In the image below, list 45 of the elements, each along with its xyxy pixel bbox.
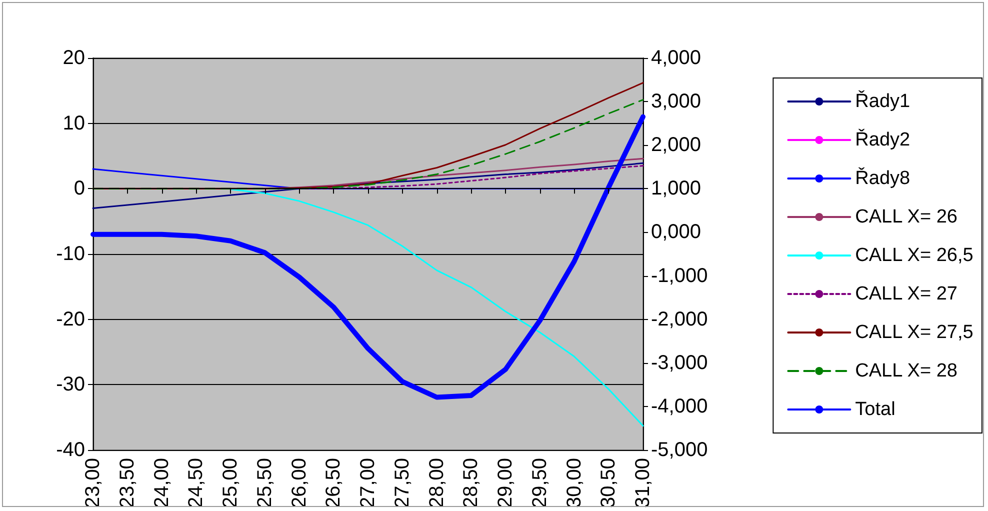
y-tick-label: 0 <box>74 178 85 200</box>
line-series <box>298 165 644 190</box>
x-tick-label: 23,50 <box>116 458 138 508</box>
legend-label: Total <box>855 399 896 420</box>
x-tick-label: 24,50 <box>185 458 208 508</box>
legend-label: CALL X= 26,5 <box>855 245 974 266</box>
line-series <box>230 188 644 427</box>
y2-tick-label: 2,000 <box>651 134 702 156</box>
y2-tick-label: 4,000 <box>651 47 702 69</box>
y-tick-label: -30 <box>56 374 85 396</box>
y2-tick-label: -3,000 <box>651 352 708 374</box>
y2-tick-label: -2,000 <box>651 308 708 330</box>
x-tick-label: 31,00 <box>632 458 654 508</box>
y2-tick-label: -1,000 <box>651 264 708 287</box>
x-tick-label: 26,50 <box>322 458 345 508</box>
y2-tick-label: 1,000 <box>651 178 702 200</box>
y-tick-label: 20 <box>62 47 85 69</box>
y-tick-label: -40 <box>56 438 85 461</box>
x-tick-label: 29,50 <box>528 458 551 508</box>
legend-label: Řady8 <box>855 167 910 189</box>
x-tick-label: 30,50 <box>598 458 620 508</box>
legend-label: CALL X= 28 <box>855 360 958 382</box>
legend-label: CALL X= 27,5 <box>855 322 974 343</box>
legend-label: CALL X= 26 <box>855 206 958 228</box>
legend-label: Řady1 <box>855 90 910 112</box>
y2-tick-label: -4,000 <box>651 395 708 418</box>
x-tick-label: 27,00 <box>357 458 379 508</box>
y2-tick-label: 3,000 <box>651 90 702 113</box>
x-tick-label: 25,50 <box>254 458 276 508</box>
y2-tick-label: -5,000 <box>651 438 708 461</box>
x-tick-label: 28,50 <box>460 458 482 508</box>
x-tick-label: 26,00 <box>288 458 310 508</box>
y2-tick-label: 0,000 <box>651 221 702 244</box>
y-tick-label: 10 <box>62 112 85 134</box>
x-tick-label: 24,00 <box>150 458 173 508</box>
x-tick-label: 29,00 <box>494 458 516 508</box>
legend-label: Řady2 <box>855 128 910 150</box>
legend-label: CALL X= 27 <box>855 284 958 304</box>
y-tick-label: -20 <box>56 308 85 330</box>
x-tick-label: 25,00 <box>220 458 242 508</box>
x-tick-label: 23,00 <box>82 458 104 508</box>
x-tick-label: 30,00 <box>563 458 586 508</box>
x-tick-label: 27,50 <box>391 458 414 508</box>
y-tick-label: -10 <box>56 242 85 265</box>
x-tick-label: 28,00 <box>426 458 448 508</box>
